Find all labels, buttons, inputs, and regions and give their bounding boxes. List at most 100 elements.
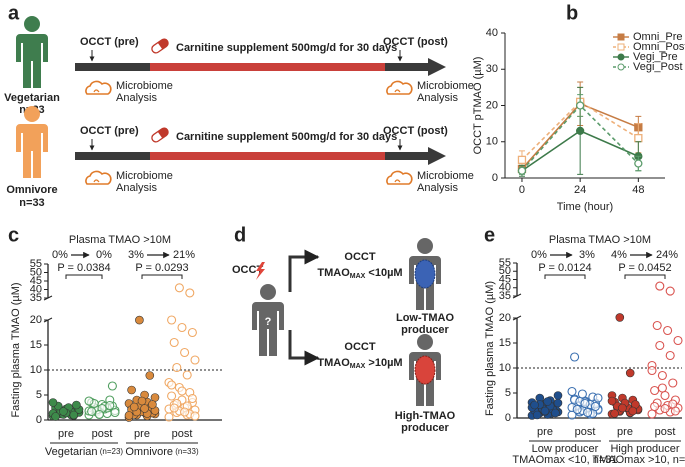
group-label: Vegetarian (n=23) (45, 446, 124, 458)
point (124, 411, 134, 420)
analysis: Analysis (116, 92, 157, 104)
analysis: Microbiome (116, 80, 173, 92)
x-tick-label: pre (537, 426, 553, 438)
y-tick-label: 15 (30, 339, 42, 351)
point (570, 352, 580, 362)
group-name: Vegetarian (45, 446, 98, 458)
point (673, 335, 683, 346)
metric-sub: MAX (350, 363, 366, 370)
group-label: Vegetarian (4, 92, 60, 104)
y-tick-label: 20 (499, 312, 511, 324)
timeline (385, 152, 430, 160)
y-tick-label: 45 (499, 273, 511, 285)
cloud-icon (386, 80, 413, 95)
point (185, 288, 195, 298)
point (129, 402, 139, 412)
group-note: TMAOmax >10, n=25 (592, 454, 685, 466)
point (634, 133, 643, 143)
threshold: >10µM (365, 357, 402, 369)
person-icon (16, 16, 48, 88)
metric: TMAO (317, 267, 350, 279)
unknown-mark: ? (265, 316, 272, 328)
point (174, 283, 184, 293)
cloud-icon (85, 80, 112, 95)
point (169, 337, 179, 348)
point (87, 406, 97, 417)
result: producer (401, 324, 449, 336)
point (135, 315, 144, 325)
y-tick-label: 40 (30, 283, 42, 295)
y-tick-label: 0 (36, 414, 42, 426)
y-tick-label: 10 (499, 362, 511, 374)
point (551, 408, 560, 418)
panel-label: a (8, 2, 20, 24)
branch-test: OCCT (344, 251, 375, 263)
group-note: (n=23) (98, 447, 124, 456)
point (105, 400, 115, 411)
change-to: 0% (96, 249, 112, 261)
y-axis-label: Fasting plasma TMAO (µM) (10, 282, 22, 417)
point (172, 362, 182, 373)
point (580, 398, 590, 409)
group-note: TMAOmax <10, n=31 (512, 454, 617, 466)
panel-label: c (8, 224, 19, 246)
point (590, 401, 600, 412)
y-tick-label: 55 (499, 257, 511, 269)
legend-label: Omni_Post (633, 41, 685, 53)
y-tick-label: 10 (30, 364, 42, 376)
p-bracket (544, 274, 586, 279)
legend-marker (617, 53, 625, 61)
p-value: P = 0.0452 (618, 262, 671, 274)
point (127, 385, 136, 395)
y-tick-label: 5 (36, 389, 42, 401)
p-bracket (65, 274, 103, 279)
result: producer (401, 422, 449, 434)
point (543, 397, 552, 406)
y-tick-label: 5 (505, 387, 511, 399)
point (177, 322, 187, 333)
point (553, 391, 563, 400)
x-tick-label: post (92, 428, 113, 440)
analysis: Analysis (417, 182, 458, 194)
point (665, 286, 675, 296)
occt-post: OCCT (post) (383, 125, 448, 137)
change-to: 21% (173, 249, 195, 261)
point (576, 126, 585, 136)
x-tick-label: 24 (574, 184, 586, 196)
analysis: Microbiome (417, 80, 474, 92)
point (59, 407, 68, 416)
y-tick-label: 20 (30, 314, 42, 326)
x-tick-label: pre (617, 426, 633, 438)
point (657, 370, 667, 381)
point (540, 406, 550, 416)
group-note: (n=33) (173, 447, 199, 456)
y-tick-label: 15 (499, 337, 511, 349)
y-tick-label: 0 (492, 172, 498, 184)
pill-icon (149, 36, 171, 56)
timeline-supplement (150, 152, 385, 160)
y-tick-label: 35 (30, 292, 42, 304)
change-from: 0% (531, 249, 547, 261)
supplement: Carnitine supplement 500mg/d for 30 days (176, 42, 397, 54)
p-bracket (624, 274, 666, 279)
timeline-arrow (428, 58, 446, 76)
legend-marker (617, 63, 625, 71)
point (530, 400, 539, 410)
lightning-icon (256, 262, 265, 280)
point (187, 393, 197, 404)
result: Low-TMAO (396, 312, 454, 324)
y-tick-label: 35 (499, 290, 511, 302)
p-value: P = 0.0124 (538, 262, 591, 274)
point (72, 400, 81, 410)
point (668, 378, 678, 388)
metric-sub: MAX (350, 273, 366, 280)
point (69, 410, 79, 420)
point (180, 407, 190, 417)
panel-label: b (566, 2, 578, 24)
point (660, 403, 670, 414)
cloud-icon (386, 170, 413, 185)
timeline-arrow (428, 147, 446, 165)
point (145, 371, 155, 380)
point (628, 406, 638, 416)
